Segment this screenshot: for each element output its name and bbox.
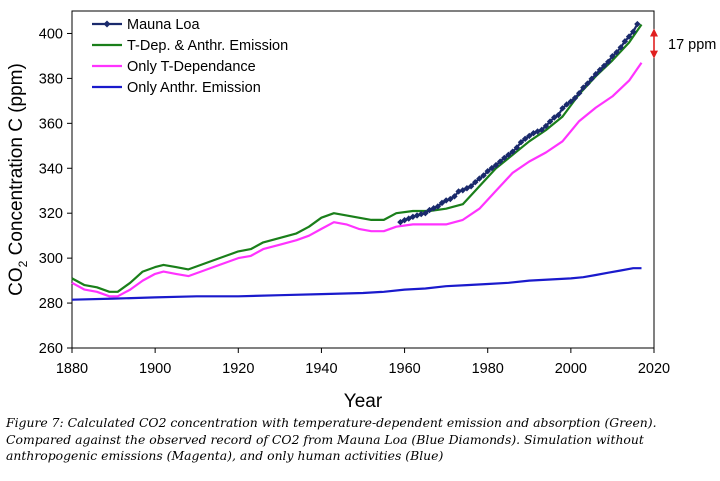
y-tick-label: 400 [39, 26, 63, 42]
data-point [505, 151, 512, 158]
data-point [492, 161, 500, 169]
data-point [605, 58, 612, 65]
data-point [613, 49, 620, 56]
series-line [71, 62, 643, 298]
data-point [634, 20, 641, 28]
legend-label: Only Anthr. Emission [127, 80, 261, 96]
data-point [418, 210, 425, 218]
data-point [546, 118, 554, 125]
x-tick-label: 1920 [222, 361, 254, 377]
data-point [617, 44, 624, 51]
legend-label: Mauna Loa [127, 17, 200, 33]
data-point [484, 167, 491, 175]
data-point [555, 111, 562, 119]
data-point [517, 139, 525, 146]
data-point [476, 175, 483, 182]
y-tick-label: 300 [39, 251, 63, 267]
data-point [472, 178, 479, 186]
x-tick-label: 1900 [139, 361, 171, 377]
series-line [71, 267, 642, 301]
y-tick-label: 340 [39, 161, 63, 177]
x-tick-label: 2020 [638, 361, 670, 377]
data-point [600, 62, 608, 70]
data-point [422, 210, 429, 217]
x-tick-label: 1980 [472, 361, 504, 377]
data-point [538, 126, 545, 134]
chart-axes: 1880 1900 1920 1940 1960 1980 2000 2020 260 280 30… [39, 10, 670, 377]
chart-legend: Mauna Loa T-Dep. & Anthr. Emission Only T-… [92, 17, 288, 96]
arrow-head-down [650, 50, 658, 59]
data-point [621, 38, 629, 45]
x-tick-label: 1940 [305, 361, 337, 377]
co2-chart: 1880 1900 1920 1940 1960 1980 2000 2020 260 280 30… [6, 10, 716, 412]
data-point [526, 132, 533, 140]
legend-marker [103, 20, 111, 28]
arrow-head-up [650, 28, 658, 37]
data-point [509, 148, 516, 155]
y-tick-label: 260 [39, 341, 63, 357]
y-tick-label: 320 [39, 206, 63, 222]
y-axis-label-part: Concentration C (ppm) [6, 63, 27, 260]
data-point [451, 193, 458, 200]
data-point [609, 52, 616, 60]
data-point [467, 183, 475, 190]
data-point [596, 66, 604, 74]
data-point [434, 203, 442, 210]
data-point [592, 70, 599, 78]
x-axis-label: Year [344, 391, 383, 412]
figure-caption: Figure 7: Calculated CO2 concentration w… [6, 415, 657, 463]
legend-label: T-Dep. & Anthr. Emission [127, 38, 288, 54]
series-layer [71, 20, 643, 301]
data-point [459, 187, 466, 194]
plot-frame [71, 10, 655, 349]
data-point [575, 90, 583, 97]
y-axis-label-part: CO [6, 267, 27, 296]
data-point [513, 144, 521, 151]
difference-annotation: 17 ppm [650, 28, 716, 59]
data-point [438, 199, 446, 207]
data-point [580, 84, 587, 91]
data-point [534, 128, 541, 135]
data-point [630, 28, 637, 35]
x-tick-label: 2000 [555, 361, 587, 377]
data-point [447, 195, 454, 203]
y-axis-label: CO2 Concentration C (ppm) [6, 63, 30, 296]
series-line [71, 23, 643, 293]
data-point [542, 122, 550, 130]
data-point [571, 94, 579, 102]
data-point [488, 164, 496, 172]
data-point [625, 33, 633, 40]
y-tick-label: 280 [39, 296, 63, 312]
x-tick-label: 1960 [388, 361, 420, 377]
data-point [496, 158, 504, 165]
data-point [567, 98, 575, 105]
data-point [521, 135, 529, 143]
data-point [480, 172, 487, 179]
legend-label: Only T-Dependance [127, 59, 256, 75]
x-tick-label: 1880 [56, 361, 88, 377]
series-line [399, 23, 639, 224]
annotation-label: 17 ppm [668, 37, 716, 53]
data-point [588, 75, 595, 83]
data-point [551, 114, 558, 121]
data-point [584, 80, 591, 87]
data-point [559, 105, 566, 112]
y-axis-label-part: 2 [16, 260, 30, 267]
y-tick-label: 380 [39, 71, 63, 87]
data-point [501, 154, 508, 162]
data-point [563, 101, 570, 108]
y-tick-label: 360 [39, 116, 63, 132]
